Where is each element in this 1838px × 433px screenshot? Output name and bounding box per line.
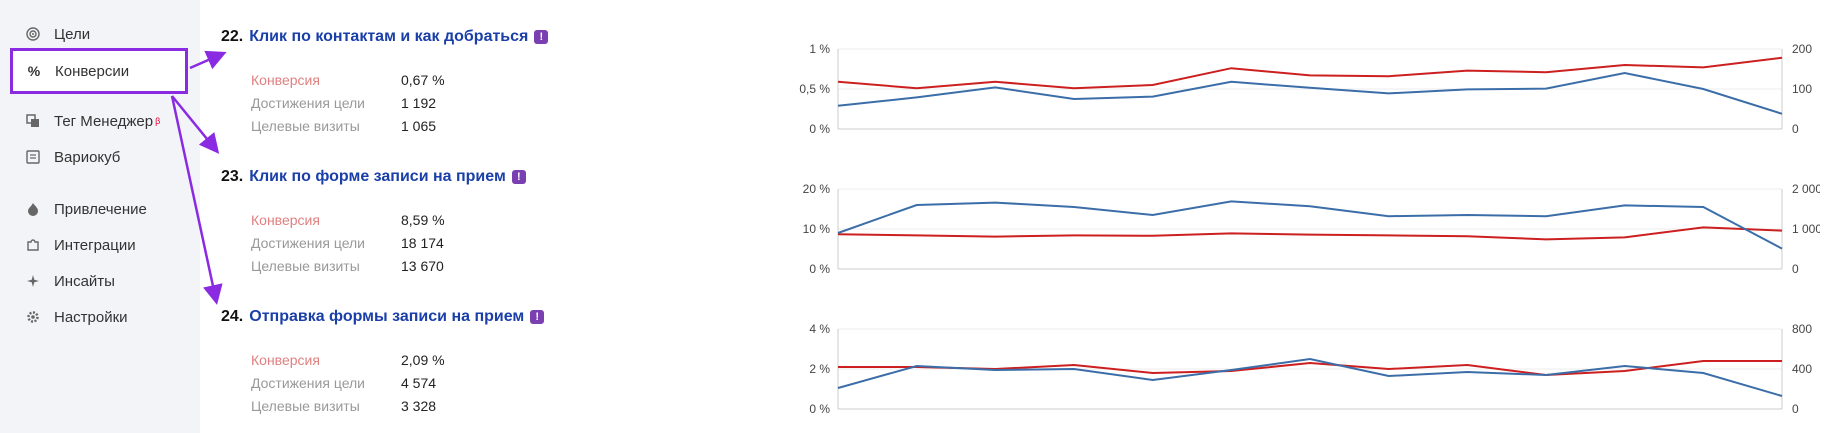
warning-icon[interactable]: ! (534, 30, 549, 44)
y-tick-label-left: 0 % (809, 262, 830, 276)
metric-value-reaches: 1 192 (401, 95, 437, 111)
goal-title: 22. Клик по контактам и как добраться ! (221, 28, 549, 46)
warning-icon[interactable]: ! (511, 170, 526, 184)
y-tick-label-left: 0 % (809, 122, 830, 136)
visits-series-line (837, 200, 1783, 250)
metric-label-conversion: Конверсия (251, 72, 320, 88)
percent-icon: % (27, 63, 41, 79)
y-tick-label-right: 2 000 (1792, 182, 1820, 196)
y-tick-label-left: 0,5 % (799, 82, 830, 96)
sidebar-item-tag-manager[interactable]: Тег Менеджер β (12, 104, 184, 138)
goal-link[interactable]: Отправка формы записи на прием (249, 308, 525, 325)
sidebar-item-label: Тег Менеджер (54, 112, 154, 130)
metric-value-reaches: 4 574 (401, 375, 437, 391)
metric-label-visits: Целевые визиты (251, 258, 360, 274)
goal-title: 23. Клик по форме записи на прием ! (221, 168, 526, 186)
sidebar-item-label: Конверсии (55, 62, 130, 80)
metric-label-visits: Целевые визиты (251, 118, 360, 134)
y-tick-label-right: 0 (1792, 402, 1799, 416)
arrow-to-goal-23 (171, 95, 220, 154)
goal-chart: 20 % 2 000 10 % 1 000 0 % 0 (803, 182, 1820, 276)
tag-manager-icon (22, 110, 44, 132)
goal-link[interactable]: Клик по контактам и как добраться (249, 28, 529, 45)
metric-label-conversion: Конверсия (251, 212, 320, 228)
y-tick-label-right: 400 (1792, 362, 1812, 376)
goal-link[interactable]: Клик по форме записи на прием (249, 168, 506, 185)
conversion-series-line (837, 56, 1783, 90)
y-tick-label-right: 100 (1792, 82, 1812, 96)
sidebar-item-label: Цели (54, 25, 91, 43)
sidebar-item-label: Интеграции (54, 236, 136, 254)
arrow-to-goal-24 (170, 95, 223, 305)
y-tick-label-left: 10 % (803, 222, 831, 236)
metric-value-conversion: 0,67 % (401, 72, 445, 88)
metric-value-conversion: 8,59 % (401, 212, 445, 228)
metric-label-reaches: Достижения цели (251, 235, 366, 251)
metric-value-visits: 1 065 (401, 118, 437, 134)
metric-value-visits: 3 328 (401, 398, 437, 414)
metric-label-visits: Целевые визиты (251, 398, 360, 414)
metric-label-reaches: Достижения цели (251, 375, 366, 391)
metric-label-conversion: Конверсия (251, 352, 320, 368)
flame-icon (22, 198, 44, 220)
goal-number: 23. (221, 168, 244, 185)
metric-value-visits: 13 670 (401, 258, 444, 274)
target-icon (22, 23, 44, 45)
y-tick-label-left: 4 % (809, 322, 830, 336)
sidebar-item-settings[interactable]: Настройки (12, 300, 184, 334)
puzzle-icon (22, 234, 44, 256)
y-tick-label-right: 0 (1792, 122, 1799, 136)
beta-badge: β (155, 116, 161, 126)
y-tick-label-left: 20 % (803, 182, 831, 196)
sidebar-item-label: Вариокуб (54, 148, 121, 166)
sidebar-item-insights[interactable]: Инсайты (12, 264, 184, 298)
metric-label-reaches: Достижения цели (251, 95, 366, 111)
goal-chart: 4 % 800 2 % 400 0 % 0 (809, 322, 1812, 416)
goal-number: 22. (221, 28, 244, 45)
sidebar-item-label: Настройки (54, 308, 128, 326)
y-tick-label-right: 0 (1792, 262, 1799, 276)
conversion-series-line (837, 226, 1783, 241)
visits-series-line (837, 357, 1783, 397)
gear-icon (22, 306, 44, 328)
y-tick-label-right: 200 (1792, 42, 1812, 56)
sidebar-item-integrations[interactable]: Интеграции (12, 228, 184, 262)
metric-value-reaches: 18 174 (401, 235, 444, 251)
sidebar-item-label: Привлечение (54, 200, 147, 218)
y-tick-label-left: 0 % (809, 402, 830, 416)
y-tick-label-right: 800 (1792, 322, 1812, 336)
visits-series-line (837, 71, 1783, 115)
sidebar-item-conversions[interactable]: % Конверсии (10, 48, 188, 94)
goal-number: 24. (221, 308, 244, 325)
variocube-icon (22, 146, 44, 168)
goal-chart: 1 % 200 0,5 % 100 0 % 0 (799, 42, 1812, 136)
metric-value-conversion: 2,09 % (401, 352, 445, 368)
sidebar-item-label: Инсайты (54, 272, 115, 290)
y-tick-label-left: 1 % (809, 42, 830, 56)
y-tick-label-right: 1 000 (1792, 222, 1820, 236)
arrow-to-goal-22 (189, 50, 227, 70)
sidebar-item-acquisition[interactable]: Привлечение (12, 192, 184, 226)
y-tick-label-left: 2 % (809, 362, 830, 376)
warning-icon[interactable]: ! (530, 310, 545, 324)
sidebar-item-variocube[interactable]: Вариокуб (12, 140, 184, 174)
sidebar-item-goals[interactable]: Цели (12, 17, 184, 51)
goal-title: 24. Отправка формы записи на прием ! (221, 308, 545, 326)
sidebar: Цели % Конверсии Тег Менеджер β Вариокуб… (0, 0, 200, 433)
sparkle-icon (22, 270, 44, 292)
